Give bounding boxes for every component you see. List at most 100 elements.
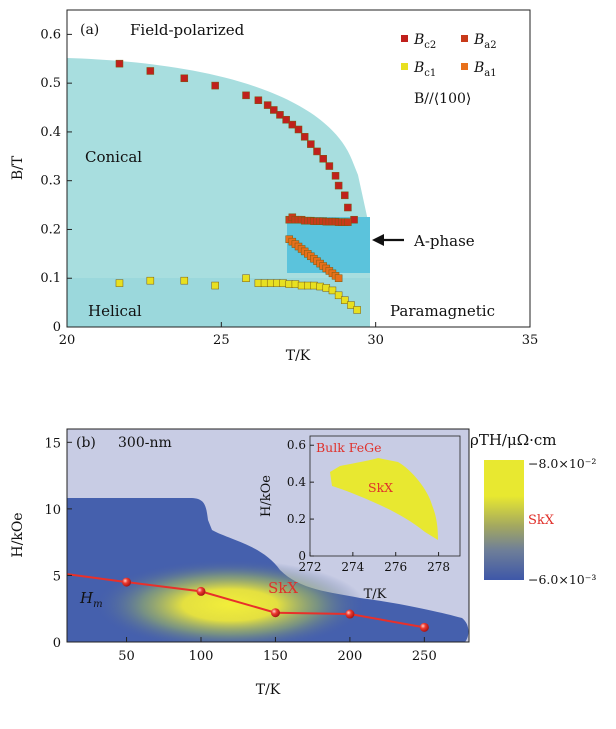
- hm-point: [270, 608, 280, 618]
- marker-bc2: [313, 147, 321, 156]
- x-tick-label: 20: [59, 333, 76, 348]
- colorbar-min-label: −6.0×10⁻³: [528, 572, 596, 587]
- y-tick-label: 0.1: [40, 271, 61, 286]
- marker-bc2: [276, 111, 284, 119]
- a-phase-label: A-phase: [413, 232, 475, 250]
- inset-y-label: H/kOe: [259, 475, 274, 517]
- x-tick-label: 35: [522, 333, 539, 348]
- marker-ba1: [334, 274, 343, 282]
- marker-bc2: [180, 74, 189, 83]
- colorbar-max-label: −8.0×10⁻²: [528, 456, 596, 471]
- region-conical: Conical: [85, 148, 142, 166]
- panel-a: 20 25 30 35 0 0.1 0.2 0.3 0.4 0.5 0.6 (a) Field-po…: [10, 9, 539, 364]
- legend-marker-bc2: [401, 35, 408, 42]
- panel-title-b: 300-nm: [118, 435, 172, 451]
- inset-x-tick-label: 276: [384, 560, 407, 574]
- marker-bc1: [353, 306, 361, 314]
- marker-bc2: [307, 140, 315, 148]
- plot-frame-a: [66, 9, 531, 328]
- inset-x-tick-label: 274: [341, 560, 364, 574]
- marker-bc2: [288, 120, 297, 129]
- y-axis-label-b: H/kOe: [10, 512, 26, 557]
- y-tick-label: 15: [44, 436, 61, 451]
- hm-label: Hm: [79, 589, 103, 610]
- x-tick-label: 250: [412, 649, 437, 664]
- inset-y-tick-label: 0.6: [287, 438, 306, 452]
- marker-bc1: [242, 274, 250, 282]
- panel-label-b: (b): [76, 435, 96, 451]
- marker-bc2: [242, 91, 250, 100]
- scatter-markers: [115, 59, 361, 314]
- legend-marker-bc1: [401, 63, 408, 70]
- axis-ticks-b: 50 100 150 200 250 0 5 10 15: [44, 436, 436, 664]
- marker-bc1: [115, 279, 124, 287]
- marker-bc1: [347, 301, 355, 309]
- x-tick-label: 200: [337, 649, 362, 664]
- inset-skx-label: SkX: [368, 480, 393, 495]
- x-axis-label-b: T/K: [256, 682, 281, 698]
- a-phase-arrow-icon: [372, 234, 404, 246]
- legend-a: Bc2 Ba2 Bc1 Ba1 B//⟨100⟩: [401, 32, 497, 107]
- panel-label-a: (a): [80, 22, 99, 38]
- inset-skx-region: [330, 458, 438, 540]
- legend-title-a: B//⟨100⟩: [414, 91, 471, 107]
- inset-x-label: T/K: [364, 587, 387, 602]
- marker-bc2: [341, 191, 349, 200]
- marker-bc2: [254, 96, 263, 104]
- y-tick-label: 0.5: [40, 76, 61, 91]
- y-tick-label: 10: [44, 503, 61, 518]
- marker-bc1: [180, 276, 189, 285]
- marker-bc2: [211, 81, 219, 90]
- marker-bc2: [270, 106, 278, 114]
- y-tick-label: 0.3: [40, 174, 61, 189]
- x-tick-label: 50: [118, 649, 135, 664]
- hm-point: [419, 622, 429, 632]
- marker-bc1: [334, 291, 343, 300]
- marker-bc2: [334, 181, 343, 190]
- region-paramagnetic: Paramagnetic: [390, 302, 495, 320]
- legend-label-bc1: Bc1: [413, 60, 436, 79]
- marker-bc2: [331, 172, 340, 180]
- marker-ba2: [344, 218, 352, 226]
- hm-line: [66, 573, 429, 632]
- hm-point: [122, 577, 132, 587]
- marker-bc1: [328, 286, 337, 295]
- plot-frame-b: [66, 428, 470, 643]
- x-tick-label: 25: [213, 333, 230, 348]
- y-tick-label: 0: [53, 636, 61, 651]
- y-tick-label: 0.6: [40, 27, 61, 42]
- inset-ticks: 272 274 276 278 0 0.2 0.4 0.6: [287, 438, 450, 574]
- x-tick-label: 150: [263, 649, 288, 664]
- colorbar-gradient: [484, 460, 524, 580]
- marker-bc1: [211, 281, 219, 290]
- x-axis-label-a: T/K: [286, 348, 311, 364]
- panel-b: 50 100 150 200 250 0 5 10 15 (b) 300-nm SkX Hm B…: [10, 428, 596, 698]
- legend-label-ba1: Ba1: [473, 60, 497, 79]
- inset-y-tick-label: 0: [298, 549, 306, 563]
- inset: Bulk FeGe SkX 272 274 276 278 0 0.2 0.4 0.6 T/K…: [259, 435, 461, 602]
- marker-bc2: [263, 101, 272, 109]
- marker-bc2: [294, 125, 303, 134]
- marker-bc2: [115, 59, 124, 68]
- hm-series-line: [66, 573, 425, 629]
- marker-bc2: [300, 133, 309, 141]
- legend-label-bc2: Bc2: [413, 32, 436, 51]
- hm-point: [196, 586, 206, 596]
- inset-x-tick-label: 278: [427, 560, 450, 574]
- y-axis-label-a: B/T: [10, 155, 26, 180]
- x-tick-label: 30: [367, 333, 384, 348]
- y-tick-label: 5: [53, 569, 61, 584]
- inset-y-tick-label: 0.2: [287, 512, 306, 526]
- heatmap: [67, 498, 469, 642]
- x-tick-label: 100: [189, 649, 214, 664]
- inset-y-tick-label: 0.4: [287, 475, 306, 489]
- hm-point: [345, 609, 355, 619]
- y-tick-label: 0.4: [40, 125, 61, 140]
- skx-label: SkX: [268, 579, 298, 597]
- colorbar-label: ρTH/μΩ·cm: [470, 431, 557, 449]
- inset-x-tick-label: 272: [299, 560, 322, 574]
- y-tick-label: 0.2: [40, 222, 61, 237]
- marker-bc2: [325, 162, 334, 170]
- inset-title: Bulk FeGe: [316, 440, 382, 455]
